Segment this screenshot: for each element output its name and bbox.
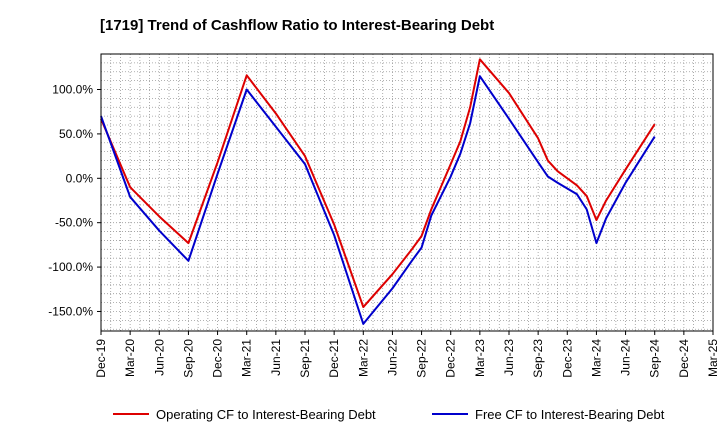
x-tick-label: Jun-20 bbox=[152, 339, 166, 376]
y-tick-label: -50.0% bbox=[55, 216, 93, 230]
legend-item-1: Operating CF to Interest-Bearing Debt bbox=[113, 407, 376, 422]
x-tick-label: Jun-22 bbox=[385, 339, 399, 376]
legend-label: Operating CF to Interest-Bearing Debt bbox=[156, 407, 376, 422]
x-tick-label: Jun-24 bbox=[619, 339, 633, 376]
y-tick-label: 0.0% bbox=[66, 171, 94, 185]
x-tick-label: Sep-21 bbox=[298, 339, 312, 378]
chart-title: [1719] Trend of Cashflow Ratio to Intere… bbox=[100, 17, 494, 34]
x-tick-label: Mar-25 bbox=[706, 339, 720, 377]
legend-item-2: Free CF to Interest-Bearing Debt bbox=[432, 407, 665, 422]
y-tick-label: -100.0% bbox=[48, 260, 93, 274]
x-tick-label: Sep-24 bbox=[648, 339, 662, 378]
series-layer bbox=[100, 58, 656, 325]
x-ticks-layer: Dec-19 Mar-20 Jun-20 Sep-20 Dec-20 Mar-21 Jun-… bbox=[94, 331, 720, 378]
plot-frame bbox=[100, 53, 714, 332]
legend-label: Free CF to Interest-Bearing Debt bbox=[475, 407, 665, 422]
x-tick-label: Mar-20 bbox=[123, 339, 137, 377]
x-tick-label: Dec-20 bbox=[211, 339, 225, 378]
x-tick-label: Dec-21 bbox=[327, 339, 341, 378]
y-tick-label: 100.0% bbox=[52, 83, 93, 97]
x-tick-label: Mar-23 bbox=[473, 339, 487, 377]
x-tick-label: Dec-24 bbox=[677, 339, 691, 378]
series-line-1 bbox=[100, 58, 656, 309]
x-tick-label: Dec-22 bbox=[444, 339, 458, 378]
series-line-2 bbox=[100, 75, 656, 325]
x-tick-label: Jun-23 bbox=[502, 339, 516, 376]
x-tick-label: Dec-23 bbox=[560, 339, 574, 378]
x-tick-label: Sep-22 bbox=[415, 339, 429, 378]
x-tick-label: Jun-21 bbox=[269, 339, 283, 376]
x-tick-label: Mar-22 bbox=[356, 339, 370, 377]
y-ticks-layer: -150.0% -100.0% -50.0% 0.0% 50.0% 100.0% bbox=[48, 83, 101, 318]
legend: Operating CF to Interest-Bearing Debt Fre… bbox=[113, 407, 665, 422]
y-tick-label: 50.0% bbox=[59, 127, 93, 141]
x-tick-label: Sep-20 bbox=[181, 339, 195, 378]
grid-layer bbox=[100, 53, 714, 331]
x-tick-label: Sep-23 bbox=[531, 339, 545, 378]
x-tick-label: Mar-21 bbox=[240, 339, 254, 377]
y-tick-label: -150.0% bbox=[48, 304, 93, 318]
x-tick-label: Dec-19 bbox=[94, 339, 108, 378]
x-tick-label: Mar-24 bbox=[589, 339, 603, 377]
